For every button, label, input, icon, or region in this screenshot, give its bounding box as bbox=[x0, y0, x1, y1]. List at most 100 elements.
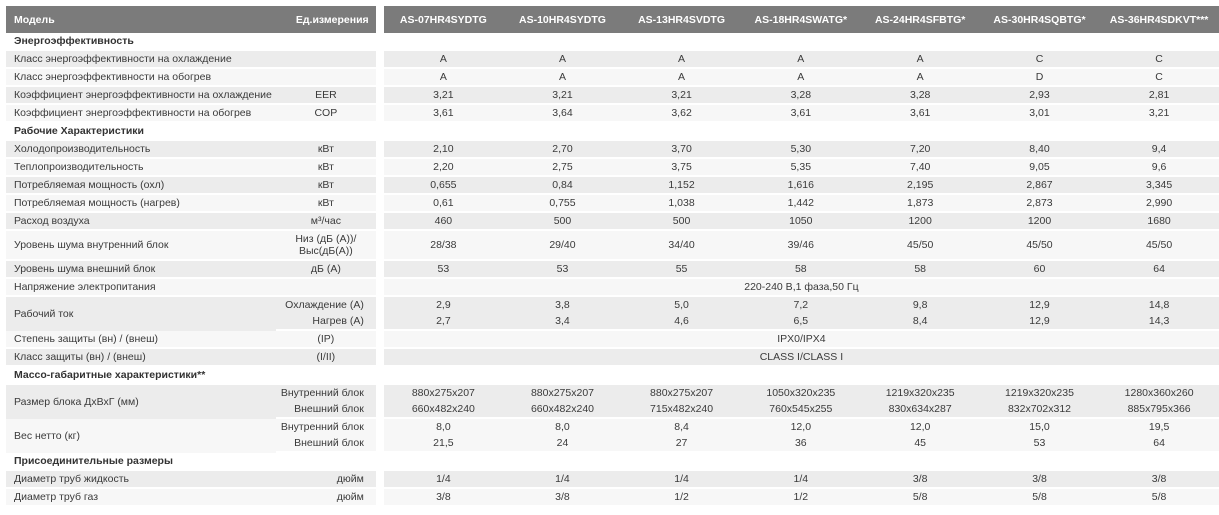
value-cell: 9,4 bbox=[1099, 141, 1219, 159]
value-cell: A bbox=[622, 69, 742, 87]
table-row: Потребляемая мощность (охл) кВт 0,655 0,84 1… bbox=[6, 177, 1219, 195]
table-row: Класс энергоэффективности на обогрев A A A A… bbox=[6, 69, 1219, 87]
table-row: Напряжение электропитания 220-240 В,1 фаз… bbox=[6, 279, 1219, 297]
value-cell: 3,61 bbox=[741, 105, 861, 123]
value-cell: 660x482x240 bbox=[502, 401, 623, 419]
value-cell: 15,0 bbox=[979, 419, 1100, 435]
value-cell: 1/4 bbox=[622, 471, 742, 489]
value-cell: 8,4 bbox=[860, 313, 980, 331]
header-gap bbox=[375, 6, 384, 33]
table-row: Класс защиты (вн) / (внеш) (I/II) CLASS I/… bbox=[6, 349, 1219, 367]
value-cell: 5/8 bbox=[979, 489, 1100, 507]
table-row: Степень защиты (вн) / (внеш) (IP) IPX0/IPX… bbox=[6, 331, 1219, 349]
row-unit bbox=[275, 279, 376, 297]
value-cell: 34/40 bbox=[622, 231, 742, 261]
value-cell: 1,616 bbox=[741, 177, 861, 195]
value-cell: 3,61 bbox=[860, 105, 980, 123]
table-row: Вес нетто (кг) Внутренний блок 8,0 8,0 8,4 12… bbox=[6, 419, 1219, 453]
value-cell: 830x634x287 bbox=[860, 401, 980, 419]
row-gap bbox=[375, 159, 384, 177]
value-cell: 8,0 bbox=[383, 419, 503, 435]
row-unit: Внутренний блок bbox=[275, 419, 376, 435]
value-cell: 3,8 bbox=[502, 297, 623, 313]
row-label: Расход воздуха bbox=[6, 213, 276, 231]
header-model: AS-18HR4SWATG* bbox=[741, 6, 861, 33]
row-gap bbox=[375, 69, 384, 87]
row-gap bbox=[375, 141, 384, 159]
table-row: Теплопроизводительность кВт 2,20 2,75 3,75 5,… bbox=[6, 159, 1219, 177]
row-unit: Внешний блок bbox=[275, 435, 376, 453]
value-cell: A bbox=[502, 51, 623, 69]
row-gap bbox=[375, 279, 384, 297]
header-model: AS-13HR4SVDTG bbox=[622, 6, 742, 33]
row-label: Напряжение электропитания bbox=[6, 279, 276, 297]
value-cell: 0,655 bbox=[383, 177, 503, 195]
value-cell: A bbox=[502, 69, 623, 87]
value-cell: 3,28 bbox=[741, 87, 861, 105]
value-cell: 2,93 bbox=[979, 87, 1100, 105]
value-cell: A bbox=[860, 69, 980, 87]
row-label: Теплопроизводительность bbox=[6, 159, 276, 177]
value-cell: C bbox=[1099, 69, 1219, 87]
value-cell: 0,755 bbox=[502, 195, 623, 213]
table-row: Уровень шума внутренний блок Низ (дБ (А))… bbox=[6, 231, 1219, 261]
value-cell: A bbox=[741, 51, 861, 69]
row-gap bbox=[375, 471, 384, 489]
value-cell: A bbox=[383, 51, 503, 69]
value-cell: 500 bbox=[622, 213, 742, 231]
value-cell: 660x482x240 bbox=[383, 401, 503, 419]
value-cell: 0,84 bbox=[502, 177, 623, 195]
value-cell: 12,9 bbox=[979, 313, 1100, 331]
header-model: AS-30HR4SQBTG* bbox=[979, 6, 1100, 33]
value-cell: 58 bbox=[741, 261, 861, 279]
value-cell: 3/8 bbox=[383, 489, 503, 507]
row-gap bbox=[375, 177, 384, 195]
table-row: Класс энергоэффективности на охлаждение A… bbox=[6, 51, 1219, 69]
header-model: AS-10HR4SYDTG bbox=[502, 6, 623, 33]
value-cell: 1,873 bbox=[860, 195, 980, 213]
value-cell: 4,6 bbox=[622, 313, 742, 331]
value-cell: 19,5 bbox=[1099, 419, 1219, 435]
value-cell: 1680 bbox=[1099, 213, 1219, 231]
row-label: Класс защиты (вн) / (внеш) bbox=[6, 349, 276, 367]
value-cell: 8,0 bbox=[502, 419, 623, 435]
row-gap bbox=[375, 213, 384, 231]
row-unit: дБ (А) bbox=[275, 261, 376, 279]
value-cell: 55 bbox=[622, 261, 742, 279]
value-cell: 14,3 bbox=[1099, 313, 1219, 331]
row-label: Холодопроизводительность bbox=[6, 141, 276, 159]
value-cell: 1,442 bbox=[741, 195, 861, 213]
value-cell: 53 bbox=[502, 261, 623, 279]
value-cell: 8,40 bbox=[979, 141, 1100, 159]
section-row: Присоединительные размеры bbox=[6, 453, 1219, 471]
value-cell: 12,0 bbox=[860, 419, 980, 435]
value-cell: A bbox=[741, 69, 861, 87]
value-cell: 45/50 bbox=[979, 231, 1100, 261]
row-unit: COP bbox=[275, 105, 376, 123]
value-cell: 7,2 bbox=[741, 297, 861, 313]
row-unit: кВт bbox=[275, 141, 376, 159]
header-model: AS-36HR4SDKVT*** bbox=[1099, 6, 1219, 33]
spec-table-wrapper: Модель Ед.измерения AS-07HR4SYDTG AS-10H… bbox=[6, 6, 1219, 507]
value-cell: 8,4 bbox=[622, 419, 742, 435]
value-cell: 53 bbox=[979, 435, 1100, 453]
value-cell: 3,70 bbox=[622, 141, 742, 159]
value-cell: 45/50 bbox=[1099, 231, 1219, 261]
row-label: Класс энергоэффективности на обогрев bbox=[6, 69, 276, 87]
value-cell: A bbox=[383, 69, 503, 87]
table-row: Уровень шума внешний блок дБ (А) 53 53 55 58 5… bbox=[6, 261, 1219, 279]
table-row: Диаметр труб жидкость дюйм 1/4 1/4 1/4 1/4 3/8… bbox=[6, 471, 1219, 489]
row-label: Размер блока ДхВхГ (мм) bbox=[6, 385, 276, 419]
row-unit bbox=[275, 69, 376, 87]
section-title: Энергоэффективность bbox=[6, 33, 1219, 51]
value-cell: 880x275x207 bbox=[383, 385, 503, 401]
spanned-value: 220-240 В,1 фаза,50 Гц bbox=[383, 279, 1219, 297]
row-unit: Охлаждение (А) bbox=[275, 297, 376, 313]
row-gap bbox=[375, 349, 384, 367]
value-cell: C bbox=[979, 51, 1100, 69]
value-cell: 36 bbox=[741, 435, 861, 453]
row-gap bbox=[375, 231, 384, 261]
section-title: Присоединительные размеры bbox=[6, 453, 1219, 471]
value-cell: 3/8 bbox=[1099, 471, 1219, 489]
